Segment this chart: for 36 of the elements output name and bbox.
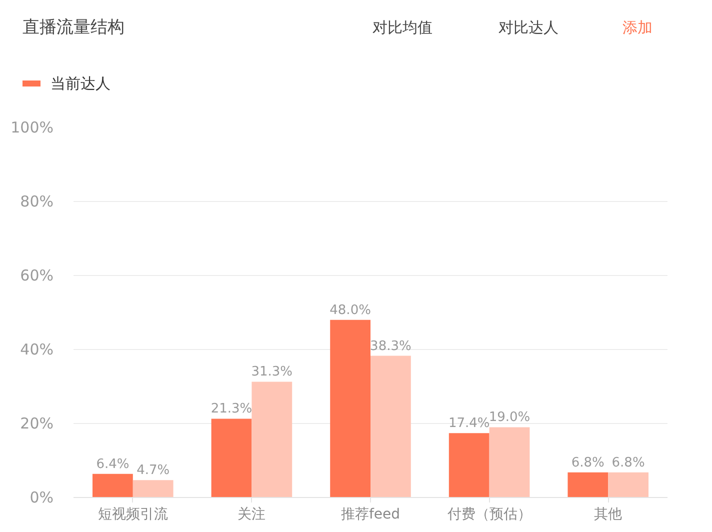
y-tick-label: 100%	[10, 118, 54, 136]
data-label: 6.8%	[612, 455, 645, 470]
data-label: 6.4%	[96, 456, 130, 472]
y-tick-label: 20%	[20, 414, 54, 432]
bar	[448, 433, 490, 498]
x-tick-label: 关注	[238, 506, 266, 522]
data-label: 31.3%	[251, 364, 293, 380]
bar	[211, 418, 252, 498]
chart-title: 直播流量结构	[22, 18, 124, 38]
text: 添加	[622, 18, 652, 36]
bar	[489, 427, 530, 498]
x-tick-label: 推荐feed	[340, 506, 400, 522]
y-tick-label: 60%	[20, 266, 54, 284]
text: 对比均值	[372, 18, 432, 36]
bar	[92, 474, 133, 498]
data-label: 6.8%	[571, 455, 604, 470]
data-label: 48.0%	[330, 302, 371, 318]
y-tick-label: 0%	[30, 488, 54, 506]
data-label: 17.4%	[448, 416, 490, 432]
data-label: 21.3%	[210, 402, 252, 417]
legend-label: 当前达人	[50, 74, 110, 92]
x-tick-label: 付费（预估）	[446, 506, 532, 522]
data-label: 19.0%	[488, 410, 530, 426]
bar	[330, 320, 370, 498]
bar	[370, 356, 411, 498]
x-tick-label: 其他	[594, 506, 622, 522]
data-label: 38.3%	[370, 338, 412, 354]
x-tick-label: 短视频引流	[98, 506, 168, 522]
text: 对比达人	[498, 18, 558, 36]
data-label: 4.7%	[136, 463, 170, 478]
bar	[568, 472, 608, 498]
bar	[132, 480, 174, 498]
bar	[608, 472, 648, 498]
y-tick-label: 80%	[20, 192, 54, 210]
y-tick-label: 40%	[20, 340, 54, 358]
bar	[252, 382, 292, 498]
